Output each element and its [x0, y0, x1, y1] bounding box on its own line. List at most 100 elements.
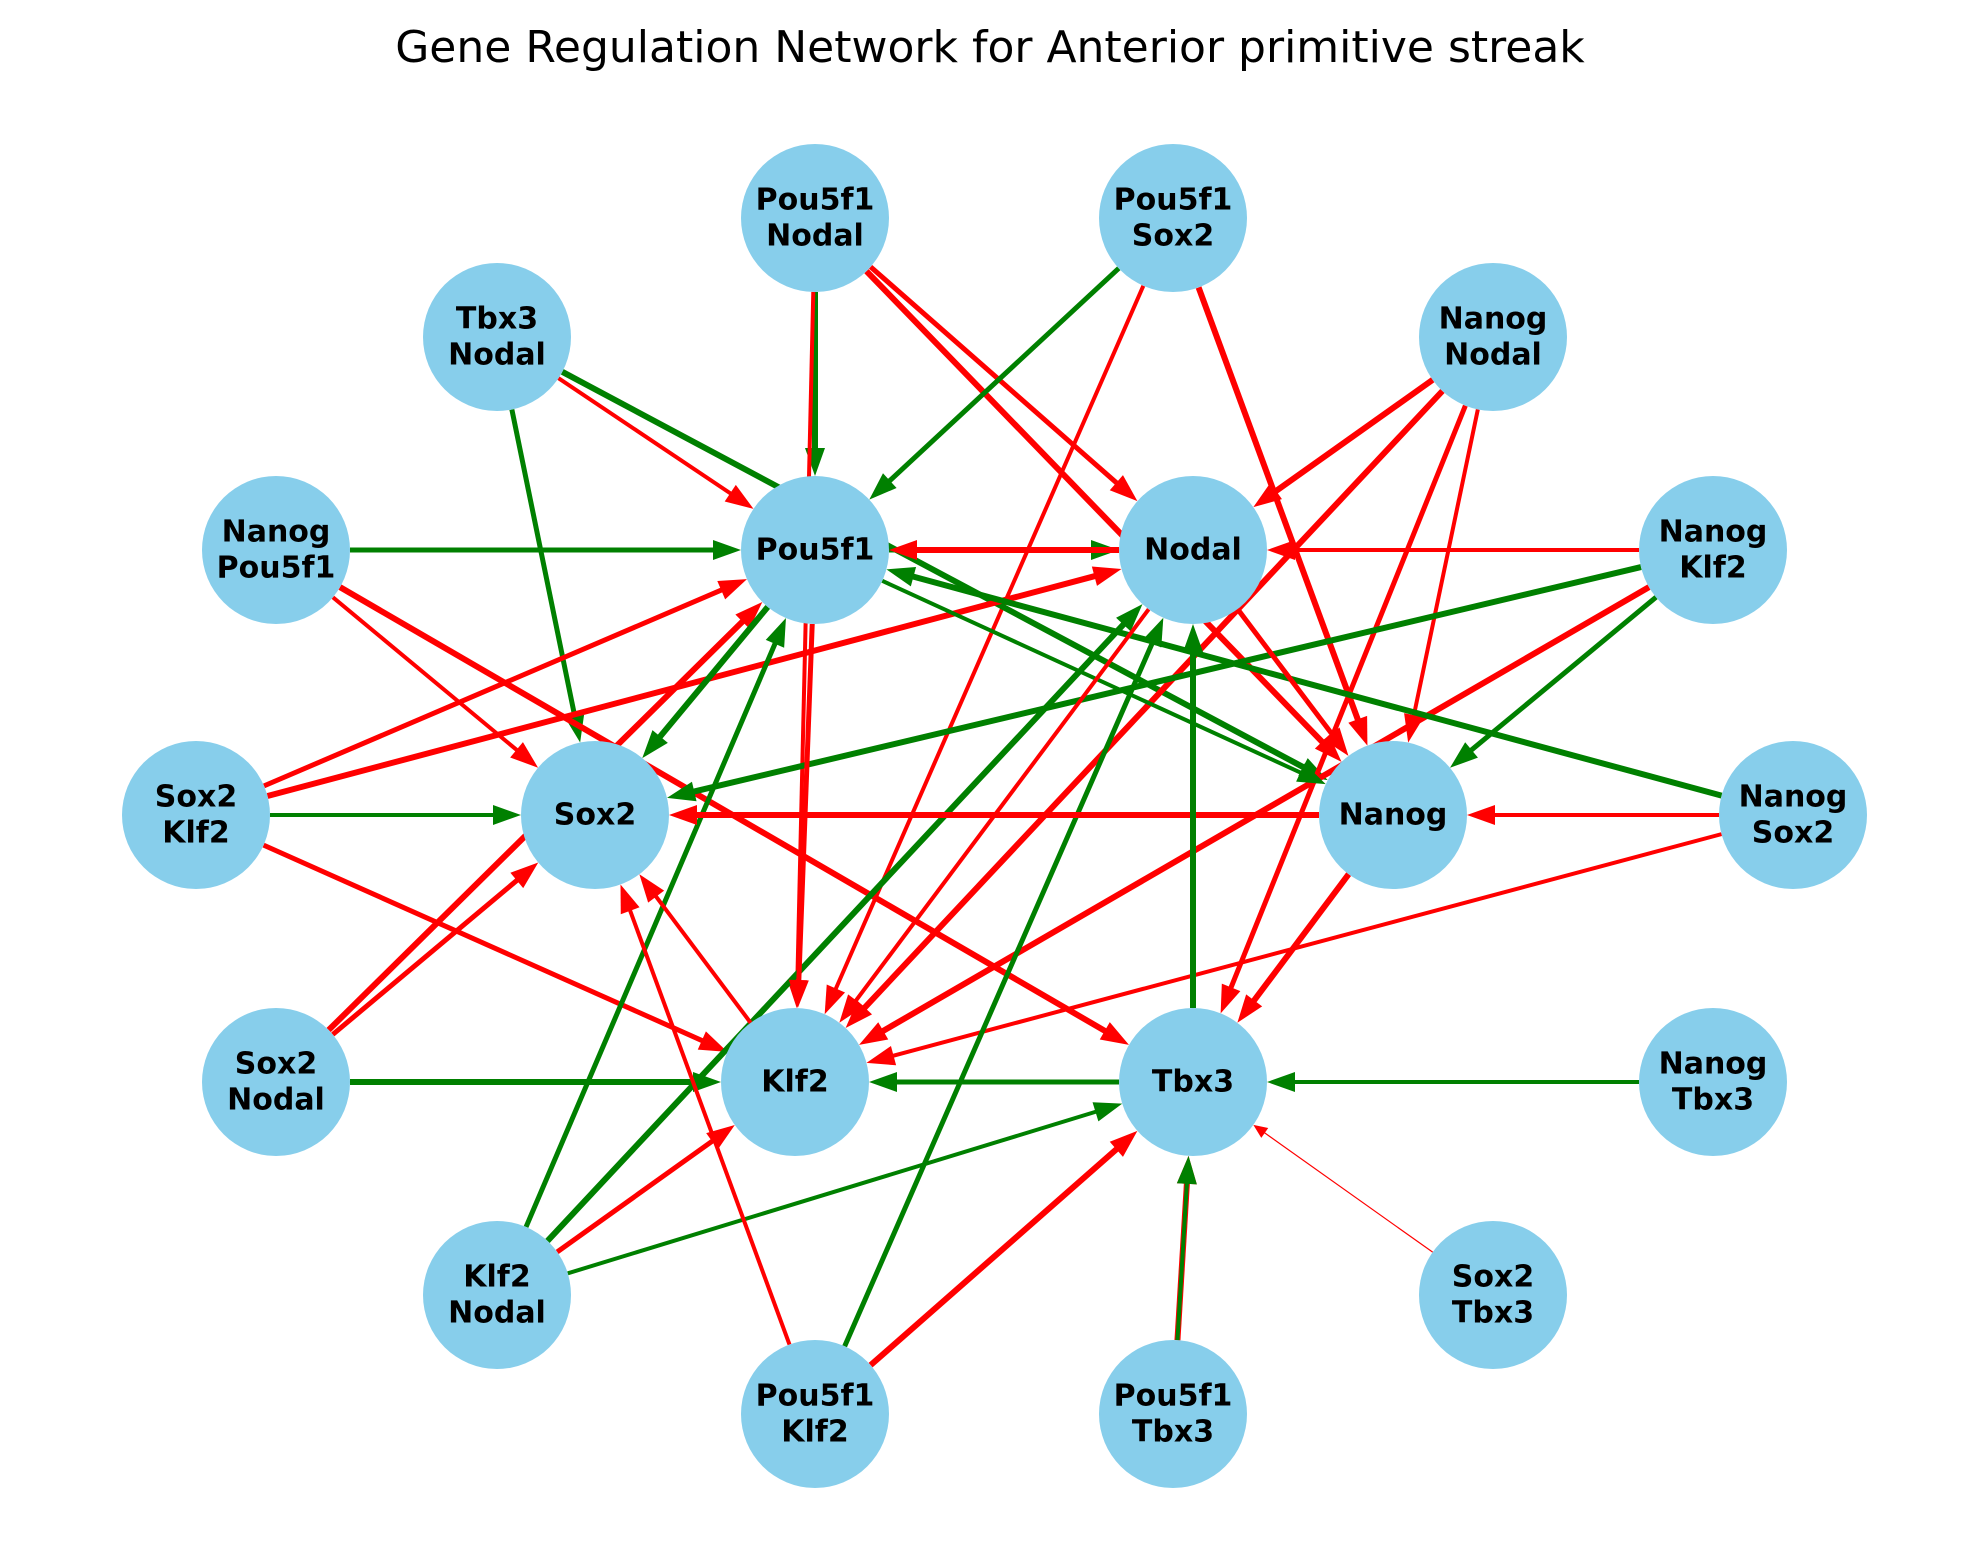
arrowhead-Pou5f1_Sox2-to-Nanog [1348, 715, 1368, 746]
node-Nodal: Nodal [1119, 476, 1267, 624]
node-label-Klf2-0: Klf2 [761, 1065, 828, 1100]
arrowhead-Pou5f1_Klf2-to-Nodal [1142, 617, 1164, 648]
edge-Pou5f1-to-Nanog-activation [881, 579, 1303, 776]
edge-Nanog_Klf2-to-Sox2-activation [691, 564, 1642, 795]
node-label-Pou5f1_Klf2-1: Klf2 [781, 1415, 848, 1450]
arrowhead-Nodal-to-Nanog [1323, 727, 1349, 756]
arrowhead-Nanog_Nodal-to-Nodal [1253, 482, 1282, 508]
node-label-Nanog_Tbx3-0: Nanog [1659, 1047, 1768, 1082]
node-Pou5f1: Pou5f1 [741, 476, 889, 624]
arrowhead-Klf2-to-Sox2 [639, 874, 665, 903]
node-label-Nanog_Nodal-0: Nanog [1439, 302, 1548, 337]
node-circle-Nanog_Sox2 [1719, 741, 1867, 889]
edge-Tbx3_Nodal-to-Nanog-activation [560, 369, 1307, 771]
node-label-Sox2_Nodal-0: Sox2 [235, 1047, 317, 1082]
node-circle-Tbx3_Nodal [423, 263, 571, 411]
arrowhead-Sox2_Nodal-to-Sox2 [510, 862, 539, 889]
node-label-Pou5f1_Tbx3-0: Pou5f1 [1114, 1379, 1233, 1414]
node-circle-Pou5f1_Tbx3 [1099, 1340, 1247, 1488]
arrowhead-Klf2_Nodal-to-Nodal [1116, 604, 1143, 632]
arrowhead-Nanog_Klf2-to-Klf2 [859, 1022, 889, 1045]
node-circle-Sox2_Klf2 [122, 741, 270, 889]
node-circle-Pou5f1_Nodal [741, 144, 889, 292]
node-circle-Klf2_Nodal [423, 1221, 571, 1369]
edge-Nodal-to-Nanog-repression [1235, 607, 1335, 737]
arrowhead-Tbx3-to-Klf2 [869, 1072, 897, 1092]
node-circle-Sox2 [521, 741, 669, 889]
edge-Tbx3_Nodal-to-Pou5f1-repression [557, 376, 734, 497]
edge-Sox2_Klf2-to-Nodal-repression [266, 572, 1098, 799]
node-label-Pou5f1_Nodal-1: Nodal [766, 219, 864, 254]
node-circle-Nanog_Klf2 [1639, 476, 1787, 624]
edge-Nanog_Sox2-to-Pou5f1-activation [910, 573, 1723, 799]
edge-Pou5f1-to-Sox2-activation [656, 605, 771, 740]
node-label-Nanog_Klf2-1: Klf2 [1679, 551, 1746, 586]
arrowhead-Nanog_Sox2-to-Nanog [1467, 805, 1495, 825]
arrowhead-Klf2_Nodal-to-Klf2 [706, 1125, 735, 1150]
arrowhead-Pou5f1_Sox2-to-Pou5f1 [869, 473, 897, 500]
arrowhead-Klf2_Nodal-to-Pou5f1 [765, 618, 786, 648]
edge-Pou5f1_Sox2-to-Nanog-repression [1195, 286, 1362, 723]
node-circle-Nodal [1119, 476, 1267, 624]
edge-Pou5f1_Sox2-to-Klf2-repression [833, 284, 1146, 992]
edge-Sox2_Nodal-to-Sox2-repression [331, 877, 520, 1037]
edge-Pou5f1_Tbx3-to-Tbx3-activation [1175, 1181, 1189, 1341]
arrowhead-Pou5f1_Nodal-to-Nodal [1109, 475, 1138, 502]
arrowhead-Nanog_Sox2-to-Pou5f1 [886, 567, 917, 587]
edge-Klf2_Nodal-to-Pou5f1-activation [523, 640, 779, 1228]
node-label-Klf2_Nodal-0: Klf2 [463, 1260, 530, 1295]
edge-Pou5f1_Sox2-to-Pou5f1-activation [886, 266, 1121, 484]
node-circle-Pou5f1_Klf2 [741, 1340, 889, 1488]
edge-Nanog_Klf2-to-Nanog-activation [1468, 595, 1658, 754]
arrowhead-Pou5f1_Tbx3-to-Tbx3 [1176, 1155, 1197, 1185]
arrowhead-Klf2_Nodal-to-Tbx3 [1092, 1102, 1123, 1122]
edge-layer [262, 264, 1723, 1368]
edge-Sox2_Klf2-to-Pou5f1-repression [263, 587, 725, 789]
edge-Klf2_Nodal-to-Klf2-repression [555, 1138, 716, 1255]
arrowhead-Nanog_Pou5f1-to-Pou5f1 [713, 540, 741, 560]
node-label-Sox2_Tbx3-0: Sox2 [1452, 1260, 1534, 1295]
node-circle-Sox2_Tbx3 [1419, 1221, 1567, 1369]
arrowhead-Pou5f1-to-Nanog [1296, 763, 1326, 785]
node-label-Nanog_Tbx3-1: Tbx3 [1672, 1083, 1754, 1118]
node-label-Pou5f1_Nodal-0: Pou5f1 [756, 183, 875, 218]
edge-Pou5f1_Klf2-to-Sox2-repression [627, 908, 792, 1346]
arrowhead-Sox2_Tbx3-to-Tbx3 [1253, 1124, 1269, 1138]
arrowhead-Sox2_Klf2-to-Pou5f1 [717, 579, 747, 600]
edge-Nanog-to-Tbx3-repression [1250, 872, 1352, 1004]
node-circle-Pou5f1 [741, 476, 889, 624]
node-label-Tbx3-0: Tbx3 [1152, 1065, 1234, 1100]
arrowhead-Nanog-to-Sox2 [669, 805, 697, 825]
node-Klf2: Klf2 [721, 1008, 869, 1156]
node-circle-Sox2_Nodal [202, 1008, 350, 1156]
node-Tbx3: Tbx3 [1119, 1008, 1267, 1156]
arrowhead-Tbx3-to-Nodal [1183, 624, 1203, 652]
node-circle-Nanog_Pou5f1 [202, 476, 350, 624]
edge-Nodal-to-Klf2-repression [853, 608, 1151, 1004]
node-circle-Nanog_Tbx3 [1639, 1008, 1787, 1156]
edge-Pou5f1_Nodal-to-Nodal-repression [868, 264, 1120, 486]
arrowhead-Nanog_Sox2-to-Klf2 [866, 1045, 897, 1066]
edge-Pou5f1-to-Klf2-repression [796, 623, 815, 983]
arrowhead-Nanog_Klf2-to-Sox2 [667, 781, 697, 802]
arrowhead-Nodal-to-Pou5f1 [889, 540, 917, 560]
arrowhead-Sox2_Klf2-to-Klf2 [697, 1031, 728, 1052]
node-label-Nanog_Nodal-1: Nodal [1444, 338, 1542, 373]
node-Sox2: Sox2 [521, 741, 669, 889]
arrowhead-Sox2_Klf2-to-Nodal [1091, 566, 1122, 586]
edge-Nanog_Pou5f1-to-Tbx3-repression [338, 584, 1109, 1035]
arrowhead-Nanog_Tbx3-to-Tbx3 [1267, 1072, 1295, 1092]
node-circle-Klf2 [721, 1008, 869, 1156]
edge-Pou5f1_Klf2-to-Tbx3-repression [868, 1145, 1120, 1368]
node-label-Tbx3_Nodal-0: Tbx3 [456, 302, 538, 337]
arrowhead-Nanog_Klf2-to-Nodal [1267, 540, 1295, 560]
arrowhead-Pou5f1-to-Sox2 [642, 730, 668, 759]
